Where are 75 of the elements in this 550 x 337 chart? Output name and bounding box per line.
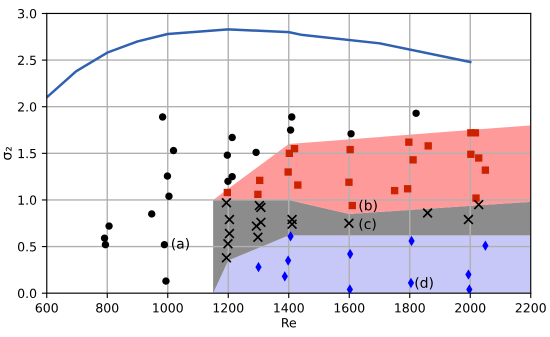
point [424,142,432,150]
point [290,145,298,152]
line-series [46,28,472,99]
point [251,220,262,232]
point [100,234,108,242]
point [472,194,480,202]
point [224,214,235,225]
point [412,110,420,117]
point [221,252,232,263]
point [221,198,232,208]
point [148,210,156,218]
point [422,208,433,218]
point [158,113,166,121]
point [467,150,475,158]
point [404,185,412,192]
point [105,222,113,230]
annotation: (d) [415,277,433,290]
point [228,134,236,142]
x-tick-label: 2000 [455,303,486,313]
y-tick-label: 3.0 [18,8,36,18]
point [164,172,172,180]
y-tick-label: 2.5 [18,56,36,66]
point [286,214,298,225]
x-tick-label: 1000 [153,303,183,313]
y-tick-label: 0.0 [18,288,36,298]
point [228,172,236,180]
point [170,146,178,154]
point [345,178,353,186]
point [252,232,264,242]
x-tick-label: 600 [36,303,58,313]
point [256,217,266,228]
annotation: (b) [360,200,377,212]
point [405,138,413,146]
x-tick-label: 2200 [516,303,546,313]
point [463,214,474,225]
point [344,218,354,228]
point [346,146,354,154]
point [224,178,232,185]
point [160,241,168,248]
point [224,188,232,196]
point [102,241,110,248]
point [482,166,490,174]
point [294,181,302,189]
x-tick-label: 1800 [395,303,425,313]
y-tick-label: 1.0 [18,195,36,205]
point [348,202,356,210]
x-tick-label: 1200 [214,303,244,313]
point [286,218,298,230]
y-tick-label: 0.5 [18,242,36,252]
point [409,156,417,164]
y-tick-label: 1.5 [18,148,36,158]
point [475,154,482,162]
point [252,148,260,156]
point [288,113,296,121]
x-tick-label: 1400 [274,303,304,313]
point [162,277,170,285]
point [224,228,235,239]
point [165,192,173,200]
point [390,186,398,194]
point [473,199,484,210]
annotation: (c) [360,218,376,231]
point [347,130,355,138]
point [286,126,294,134]
y-tick-label: 2.0 [18,102,36,112]
y-axis-title: σ₂ [4,147,12,160]
point [224,152,232,159]
point [254,190,262,198]
point [284,168,292,176]
annotation: (a) [172,238,189,250]
x-tick-label: 800 [96,303,118,313]
x-tick-label: 1600 [334,303,364,313]
x-axis-title: Re [282,318,296,328]
point [256,176,264,184]
point [472,129,480,136]
point [222,238,234,249]
